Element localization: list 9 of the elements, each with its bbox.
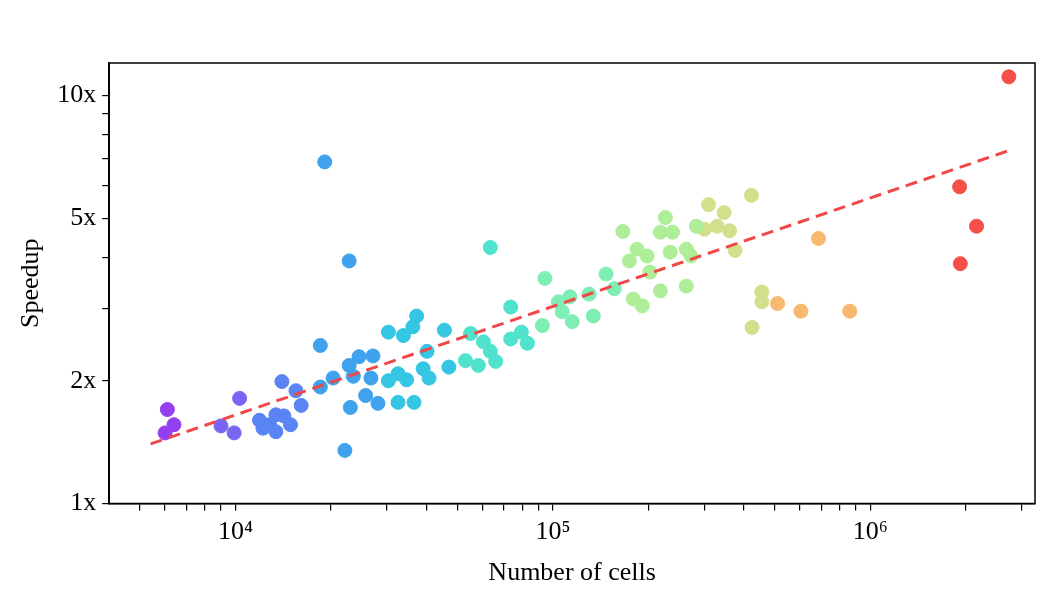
- x-tick-label: 10⁵: [535, 516, 571, 546]
- x-axis-title: Number of cells: [488, 557, 656, 587]
- y-axis-title: Speedup: [15, 238, 45, 329]
- y-tick-label: 10x: [57, 79, 97, 109]
- x-tick-label: 10⁴: [217, 516, 254, 546]
- y-tick-label: 5x: [70, 202, 97, 232]
- y-tick-label: 1x: [70, 487, 97, 517]
- y-tick-label: 2x: [70, 364, 97, 394]
- x-tick-label: 10⁶: [852, 516, 888, 546]
